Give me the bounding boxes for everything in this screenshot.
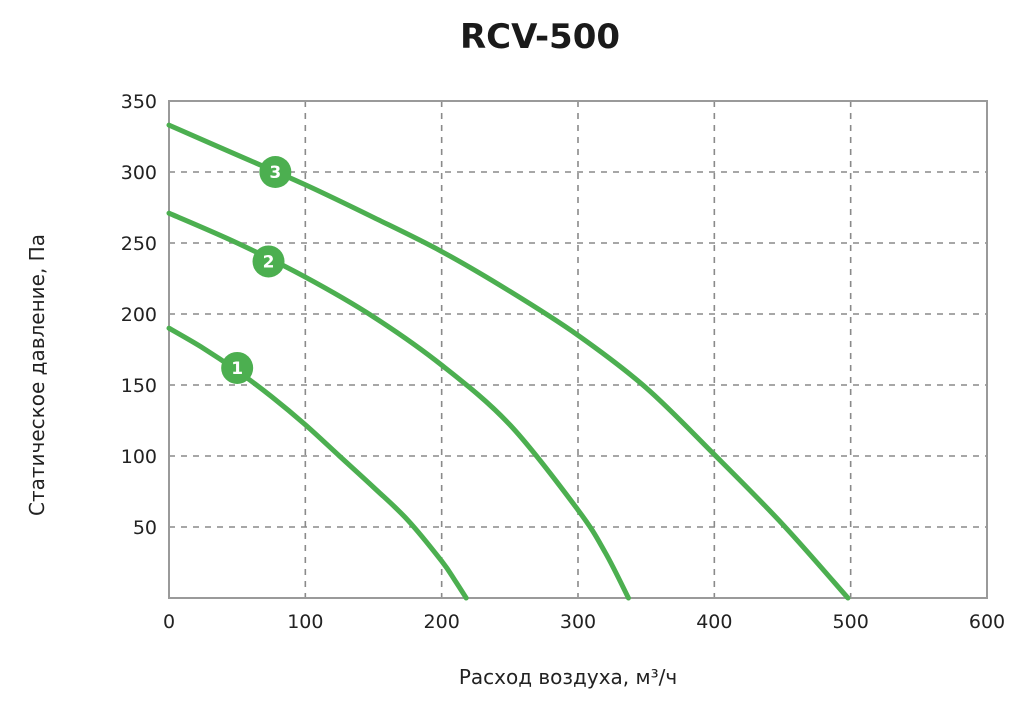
- series-line-1: [166, 325, 469, 601]
- series-line-2: [166, 210, 631, 601]
- x-tick-label: 600: [969, 611, 1005, 633]
- y-axis-label: Статическое давление, Па: [25, 234, 49, 516]
- series-line-3: [166, 122, 851, 601]
- marker-label: 2: [263, 252, 275, 272]
- marker-label: 3: [269, 163, 281, 183]
- x-tick-label: 500: [833, 611, 869, 633]
- y-tick-label: 150: [121, 375, 157, 397]
- series-marker-1: 1: [221, 351, 254, 384]
- x-tick-label: 400: [696, 611, 732, 633]
- marker-circle: [252, 245, 285, 278]
- marker-label: 1: [231, 359, 243, 379]
- x-axis-label: Расход воздуха, м³/ч: [459, 665, 677, 689]
- grid: [169, 101, 987, 598]
- y-tick-label: 250: [121, 233, 157, 255]
- x-axis-ticks: 0 100 200 300 400 500 600: [163, 611, 1005, 633]
- x-tick-label: 0: [163, 611, 175, 633]
- x-tick-label: 100: [287, 611, 323, 633]
- y-tick-label: 350: [121, 91, 157, 113]
- x-tick-label: 300: [560, 611, 596, 633]
- x-tick-label: 200: [424, 611, 460, 633]
- y-tick-label: 50: [133, 517, 157, 539]
- marker-circle: [259, 156, 292, 188]
- marker-circle: [221, 351, 254, 384]
- y-tick-label: 200: [121, 304, 157, 326]
- series-markers: 1 2 3: [221, 156, 292, 384]
- y-axis-ticks: 50 100 150 200 250 300 350: [121, 91, 157, 539]
- plot-frame: [168, 100, 988, 599]
- y-tick-label: 300: [121, 162, 157, 184]
- chart-title: RCV-500: [460, 17, 620, 57]
- y-tick-label: 100: [121, 446, 157, 468]
- series-marker-3: 3: [259, 156, 292, 188]
- series-marker-2: 2: [252, 245, 285, 278]
